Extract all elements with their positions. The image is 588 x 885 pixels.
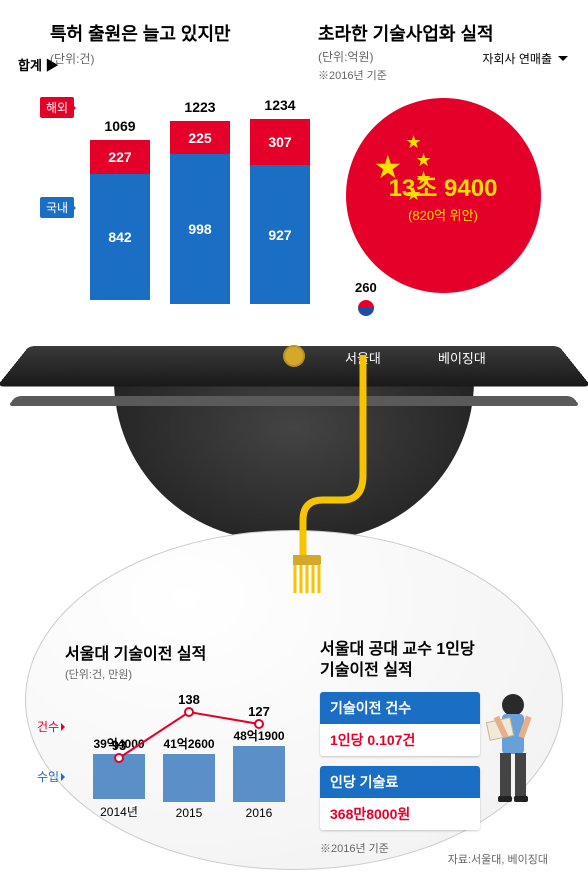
- bar-domestic-seg: 998: [170, 154, 230, 304]
- star-icon: ★: [406, 184, 422, 205]
- label-income: 수입: [37, 768, 67, 785]
- patent-bar-chart: 특허 출원은 늘고 있지만 (단위:건) 합계 ▶ 해외 국내 10692278…: [50, 20, 310, 327]
- beijing-sub-value: (820억 위안): [408, 205, 478, 224]
- svg-text:93: 93: [112, 738, 126, 753]
- bar-total-value: 1223: [184, 99, 215, 115]
- per-prof-title: 서울대 공대 교수 1인당 기술이전 실적: [320, 640, 540, 682]
- cap-button-icon: [283, 345, 305, 367]
- bar-total-value: 1069: [104, 118, 135, 134]
- label-total: 합계 ▶: [18, 55, 59, 74]
- comparison-circle-area: 초라한 기술사업화 실적 (단위:억원) 자회사 연매출 ※2016년 기준 ★…: [318, 20, 568, 293]
- bar-overseas-seg: 225: [170, 121, 230, 154]
- circle-unit: (단위:억원): [318, 48, 374, 65]
- bar-chart-title: 특허 출원은 늘고 있지만: [50, 20, 310, 46]
- person-reading-icon: [478, 690, 548, 820]
- label-overseas: 해외: [40, 97, 74, 118]
- bar-domestic-seg: 927: [250, 165, 310, 304]
- label-domestic: 국내: [40, 197, 74, 218]
- card-transfer-count: 기술이전 건수 1인당 0.107건: [320, 692, 480, 756]
- svg-text:138: 138: [178, 692, 200, 707]
- bar-year-label: 2015: [186, 312, 215, 327]
- card2-head: 인당 기술료: [320, 766, 480, 798]
- beijing-label: 베이징대: [438, 348, 486, 367]
- bar-column: 10692278422014년: [90, 140, 150, 327]
- bar-chart-unit: (단위:건): [50, 50, 310, 67]
- card1-head: 기술이전 건수: [320, 692, 480, 724]
- transfer-title: 서울대 기술이전 실적: [65, 640, 295, 664]
- beijing-circle: ★ ★ ★ ★ ★ 13조 9400 (820억 위안): [346, 98, 541, 293]
- bar-chart-plot: 합계 ▶ 해외 국내 10692278422014년12232259982015…: [50, 77, 310, 327]
- tassel-icon: [293, 355, 413, 595]
- snu-value: 260: [355, 280, 377, 295]
- transfer-plot: 건수 수입 39억40002014년41억2600201548억19002016…: [65, 690, 295, 840]
- infographic-root: 특허 출원은 늘고 있지만 (단위:건) 합계 ▶ 해외 국내 1069 2278…: [0, 0, 588, 885]
- bar-column: 12343079272016: [250, 119, 310, 327]
- subsidiary-text: 자회사 연매출: [482, 50, 552, 67]
- pp-title-line2: 기술이전 실적: [320, 662, 413, 679]
- card2-body: 368만8000원: [320, 798, 480, 830]
- bar-year-label: 2016: [266, 312, 295, 327]
- top-section: 특허 출원은 늘고 있지만 (단위:건) 합계 ▶ 해외 국내 1069 2278…: [0, 0, 588, 370]
- label-count: 건수: [37, 718, 67, 735]
- transfer-unit: (단위:건, 만원): [65, 666, 295, 682]
- bar-overseas-seg: 307: [250, 119, 310, 165]
- card1-body: 1인당 0.107건: [320, 724, 480, 756]
- triangle-down-icon: [556, 52, 568, 66]
- circle-note: ※2016년 기준: [318, 67, 568, 83]
- bar-domestic-seg: 842: [90, 174, 150, 300]
- snu-circle: [358, 300, 374, 316]
- transfer-chart: 서울대 기술이전 실적 (단위:건, 만원) 건수 수입 39억40002014…: [65, 640, 295, 840]
- star-icon: ★: [374, 148, 403, 186]
- bar-overseas-seg: 227: [90, 140, 150, 174]
- svg-text:127: 127: [248, 704, 270, 719]
- bar-column: 12232259982015: [170, 121, 230, 327]
- circle-subsidiary-label: 자회사 연매출: [482, 50, 568, 67]
- transfer-line: 93 138 127: [93, 690, 313, 820]
- source-text: 자료:서울대, 베이징대: [448, 851, 548, 867]
- bar-side-labels-2: 국내: [40, 197, 74, 218]
- bar-side-labels: 해외: [40, 97, 74, 118]
- circle-title: 초라한 기술사업화 실적: [318, 20, 568, 46]
- pp-title-line1: 서울대 공대 교수 1인당: [320, 641, 475, 658]
- bar-total-value: 1234: [264, 97, 295, 113]
- bar-year-label: 2014년: [100, 308, 141, 327]
- card-fee: 인당 기술료 368만8000원: [320, 766, 480, 830]
